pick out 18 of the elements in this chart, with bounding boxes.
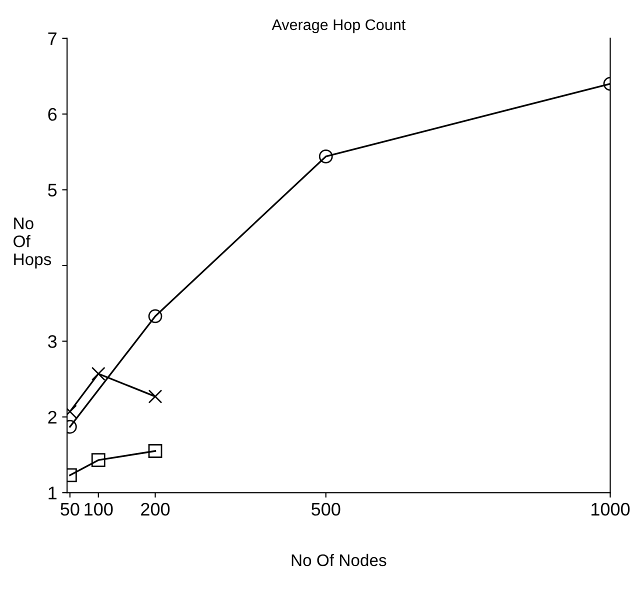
x-tick-label: 1000 [592, 502, 630, 516]
y-tick-label: 7 [48, 32, 56, 45]
y-tick-label: 6 [48, 108, 57, 121]
point [148, 390, 162, 404]
x-tick-label: 50 [60, 502, 80, 516]
y-tick-label: 5 [48, 184, 57, 197]
x-tick-label: 100 [84, 502, 113, 516]
y-tick-label: 1 [48, 486, 56, 500]
point [91, 366, 106, 381]
chart-title: Average Hop Count [272, 19, 406, 34]
x-tick-label: 500 [312, 502, 340, 516]
point [148, 444, 162, 458]
y-tick-label: 2 [48, 410, 56, 424]
x-axis-title: No Of Nodes [292, 554, 386, 566]
point [91, 453, 106, 468]
y-tick-label: 3 [48, 335, 57, 348]
x-tick-label: 200 [141, 502, 170, 516]
y-axis-title: No Of Hops [14, 218, 52, 269]
